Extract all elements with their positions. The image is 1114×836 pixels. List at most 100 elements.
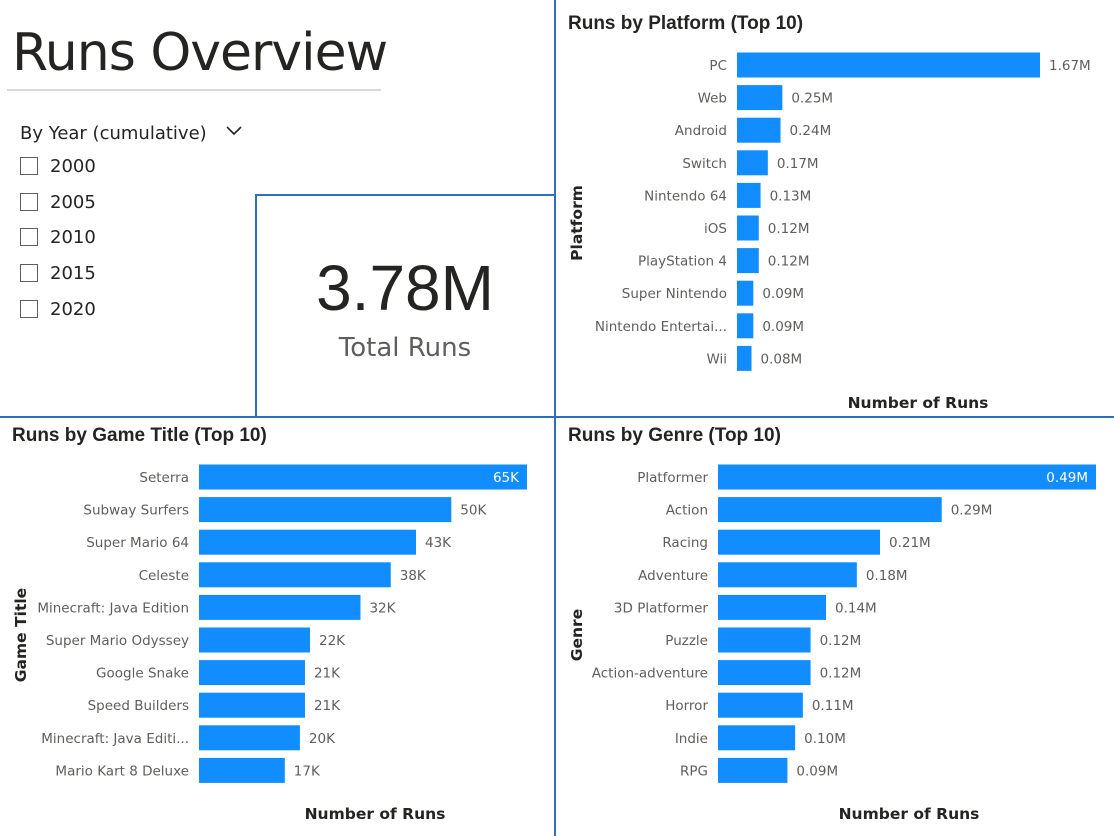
data-label: 0.12M bbox=[768, 254, 810, 270]
bar-game-8[interactable] bbox=[199, 725, 300, 751]
bar-genre-4[interactable] bbox=[718, 594, 826, 620]
bar-game-3[interactable] bbox=[199, 562, 391, 588]
divider-card-left bbox=[255, 194, 257, 417]
bar-game-1[interactable] bbox=[199, 497, 452, 523]
x-axis-title: Number of Runs bbox=[848, 394, 989, 412]
bar-platform-3[interactable] bbox=[737, 150, 768, 176]
checkbox[interactable] bbox=[20, 300, 38, 318]
data-label: 38K bbox=[400, 568, 427, 584]
bar-platform-1[interactable] bbox=[737, 85, 783, 111]
slicer-item-2005[interactable]: 2005 bbox=[20, 190, 220, 216]
bar-genre-1[interactable] bbox=[718, 497, 942, 523]
bar-genre-3[interactable] bbox=[718, 562, 857, 588]
divider-vertical-main bbox=[554, 0, 556, 836]
bar-platform-0[interactable] bbox=[737, 52, 1040, 78]
slicer-item-label: 2010 bbox=[50, 227, 96, 248]
bar-platform-6[interactable] bbox=[737, 248, 759, 274]
category-label: Mario Kart 8 Deluxe bbox=[55, 763, 189, 779]
bar-game-4[interactable] bbox=[199, 594, 361, 620]
page-title: Runs Overview bbox=[12, 23, 388, 83]
bar-platform-8[interactable] bbox=[737, 313, 754, 339]
slicer-header: By Year (cumulative) bbox=[20, 123, 207, 144]
data-label: 32K bbox=[369, 600, 396, 616]
data-label: 0.12M bbox=[768, 221, 810, 237]
category-label: Action-adventure bbox=[592, 666, 708, 682]
data-label: 21K bbox=[314, 666, 341, 682]
bar-genre-6[interactable] bbox=[718, 660, 811, 686]
data-label: 20K bbox=[309, 731, 336, 747]
bar-game-7[interactable] bbox=[199, 692, 305, 718]
data-label: 0.08M bbox=[761, 351, 803, 367]
category-label: Google Snake bbox=[96, 666, 189, 682]
x-axis-title: Number of Runs bbox=[305, 805, 446, 823]
data-label: 0.09M bbox=[796, 763, 838, 779]
data-label: 0.09M bbox=[762, 286, 804, 302]
data-label: 0.13M bbox=[770, 188, 812, 204]
slicer-item-label: 2000 bbox=[50, 156, 96, 177]
category-label: Racing bbox=[662, 535, 708, 551]
checkbox[interactable] bbox=[20, 157, 38, 175]
data-label: 0.12M bbox=[820, 633, 862, 649]
slicer-item-2020[interactable]: 2020 bbox=[20, 297, 220, 323]
bar-game-5[interactable] bbox=[199, 627, 311, 653]
category-label: Subway Surfers bbox=[83, 503, 189, 519]
category-label: Super Nintendo bbox=[622, 286, 727, 302]
bar-platform-9[interactable] bbox=[737, 345, 752, 371]
game-bar-chart: Seterra 65K Subway Surfers 50K Super Mario 6… bbox=[12, 464, 527, 823]
category-label: Indie bbox=[675, 731, 708, 747]
bar-platform-5[interactable] bbox=[737, 215, 759, 241]
kpi-label: Total Runs bbox=[338, 333, 472, 363]
y-axis-title: Game Title bbox=[12, 588, 30, 682]
slicer-item-2015[interactable]: 2015 bbox=[20, 261, 220, 287]
category-label: Nintendo 64 bbox=[644, 188, 727, 204]
slicer-item-2010[interactable]: 2010 bbox=[20, 225, 220, 251]
category-label: Super Mario Odyssey bbox=[46, 633, 189, 649]
data-label: 1.67M bbox=[1049, 58, 1091, 74]
game-chart-title: Runs by Game Title (Top 10) bbox=[12, 425, 267, 446]
bar-genre-7[interactable] bbox=[718, 692, 803, 718]
x-axis-title: Number of Runs bbox=[839, 805, 980, 823]
data-label: 50K bbox=[460, 503, 487, 519]
category-label: Horror bbox=[665, 698, 708, 714]
category-label: Platformer bbox=[637, 470, 708, 486]
bar-genre-9[interactable] bbox=[718, 757, 788, 783]
category-label: Super Mario 64 bbox=[86, 535, 189, 551]
checkbox[interactable] bbox=[20, 193, 38, 211]
category-label: PC bbox=[709, 58, 727, 74]
slicer-item-label: 2005 bbox=[50, 192, 96, 213]
checkbox[interactable] bbox=[20, 264, 38, 282]
kpi-value: 3.78M bbox=[316, 252, 494, 324]
data-label: 0.11M bbox=[812, 698, 854, 714]
genre-chart-title: Runs by Genre (Top 10) bbox=[568, 425, 781, 446]
bar-game-9[interactable] bbox=[199, 757, 285, 783]
chevron-down-icon[interactable] bbox=[224, 120, 244, 140]
slicer-item-2000[interactable]: 2000 bbox=[20, 154, 220, 180]
category-label: Minecraft: Java Edition bbox=[37, 600, 189, 616]
category-label: Puzzle bbox=[665, 633, 708, 649]
bar-platform-2[interactable] bbox=[737, 117, 781, 143]
category-label: PlayStation 4 bbox=[638, 254, 727, 270]
slicer-item-label: 2015 bbox=[50, 263, 96, 284]
bar-genre-0[interactable] bbox=[718, 464, 1096, 490]
bar-game-0[interactable] bbox=[199, 464, 527, 490]
data-label: 0.18M bbox=[866, 568, 908, 584]
y-axis-title: Platform bbox=[568, 185, 586, 261]
bar-genre-5[interactable] bbox=[718, 627, 811, 653]
bar-genre-2[interactable] bbox=[718, 529, 880, 555]
data-label: 0.25M bbox=[791, 91, 833, 107]
data-label: 0.10M bbox=[804, 731, 846, 747]
category-label: Celeste bbox=[139, 568, 189, 584]
category-label: Minecraft: Java Editi... bbox=[41, 731, 189, 747]
bar-platform-4[interactable] bbox=[737, 182, 761, 208]
data-label: 17K bbox=[294, 763, 321, 779]
data-label: 0.17M bbox=[777, 156, 819, 172]
bar-game-2[interactable] bbox=[199, 529, 416, 555]
checkbox[interactable] bbox=[20, 228, 38, 246]
data-label: 43K bbox=[425, 535, 452, 551]
bar-game-6[interactable] bbox=[199, 660, 305, 686]
y-axis-title: Genre bbox=[568, 609, 586, 661]
bar-genre-8[interactable] bbox=[718, 725, 796, 751]
category-label: Nintendo Entertai... bbox=[595, 319, 727, 335]
category-label: Android bbox=[675, 123, 727, 139]
bar-platform-7[interactable] bbox=[737, 280, 754, 306]
